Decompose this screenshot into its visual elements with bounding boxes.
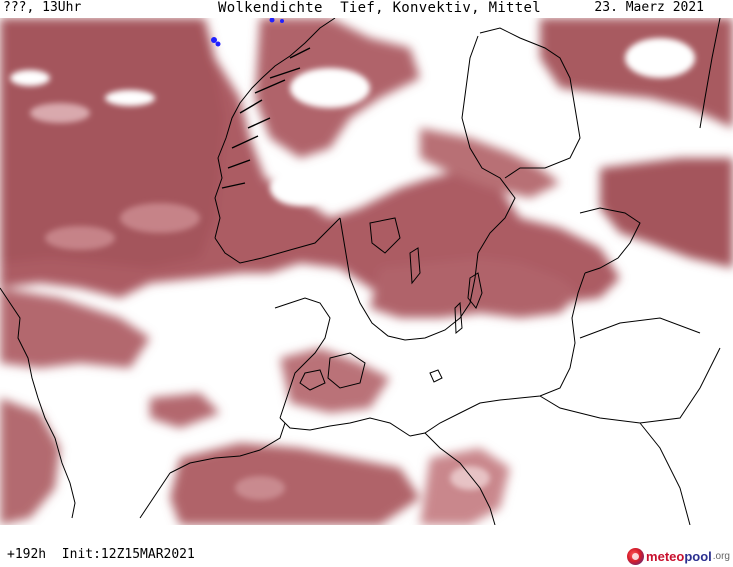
coast-germany: [279, 417, 411, 437]
coast-denmark: [274, 297, 331, 419]
marker-dot: [211, 37, 217, 43]
coastlines: [0, 18, 721, 525]
fjord-marks: [221, 47, 311, 189]
map-canvas: [0, 18, 733, 525]
cloud-gap: [30, 103, 90, 123]
map-title: Wolkendichte Tief, Konvektiv, Mittel: [218, 0, 541, 16]
lake-vattern: [409, 247, 421, 285]
cloud-area-north: [0, 18, 225, 268]
island-gotland: [467, 272, 483, 309]
island-funen: [299, 369, 326, 391]
cloud-cover-map: [0, 18, 733, 525]
coast-estonia: [579, 207, 641, 274]
cloud-gap: [450, 466, 490, 490]
cloud-gap: [235, 476, 285, 500]
cloud-gap: [350, 156, 410, 180]
island-oland: [454, 301, 463, 335]
cloud-area-southwest: [0, 288, 150, 368]
cloud-area-east: [600, 158, 733, 268]
cloud-area-gulf: [420, 128, 560, 198]
logo-icon: [627, 547, 645, 565]
meteopool-logo[interactable]: meteo pool .org: [627, 545, 730, 567]
precip-markers: [211, 18, 284, 47]
border-poland: [539, 317, 721, 525]
coast-uk: [0, 287, 76, 519]
region-time-label: ???, 13Uhr: [3, 0, 82, 15]
cloud-gap: [270, 170, 330, 206]
cloud-area-baltic: [370, 258, 580, 318]
coast-norway-south: [214, 217, 341, 264]
coast-baltic-east: [409, 272, 586, 437]
cloud-gap: [120, 203, 200, 233]
logo-text-org: .org: [712, 550, 730, 562]
cloud-field: [0, 18, 733, 525]
island-bornholm: [429, 369, 443, 383]
marker-dot: [269, 18, 275, 23]
cloud-patch-north-sea: [150, 393, 220, 428]
coast-netherlands: [169, 422, 286, 474]
logo-text-pool: pool: [684, 548, 712, 564]
marker-dot: [280, 19, 284, 23]
coast-finland: [479, 27, 581, 179]
forecast-date: 23. Maerz 2021: [594, 0, 704, 15]
cloud-gap: [625, 38, 695, 78]
cloud-gap: [45, 226, 115, 250]
map-footer: +192h Init:12Z15MAR2021 meteo pool .org: [0, 525, 733, 566]
border-germany-poland: [424, 432, 496, 525]
logo-text-meteo: meteo: [646, 548, 685, 564]
island-zealand: [327, 352, 366, 389]
cloud-area-uk-south: [0, 398, 60, 525]
border-finland-russia: [699, 18, 721, 129]
cloud-area-northeast: [540, 18, 733, 128]
cloud-gap: [10, 70, 50, 86]
coast-norway: [214, 18, 336, 239]
lake-vanern: [369, 217, 401, 254]
cloud-area-central-europe: [170, 443, 420, 525]
map-header: ???, 13Uhr Wolkendichte Tief, Konvektiv,…: [0, 0, 733, 18]
cloud-texture: [10, 38, 695, 500]
marker-dot: [215, 41, 221, 47]
cloud-patch-denmark: [280, 348, 390, 413]
run-info: +192h Init:12Z15MAR2021: [7, 547, 195, 562]
coast-belgium: [139, 472, 171, 519]
cloud-gap: [290, 68, 370, 108]
coast-sweden: [339, 35, 516, 341]
cloud-gap: [105, 90, 155, 106]
